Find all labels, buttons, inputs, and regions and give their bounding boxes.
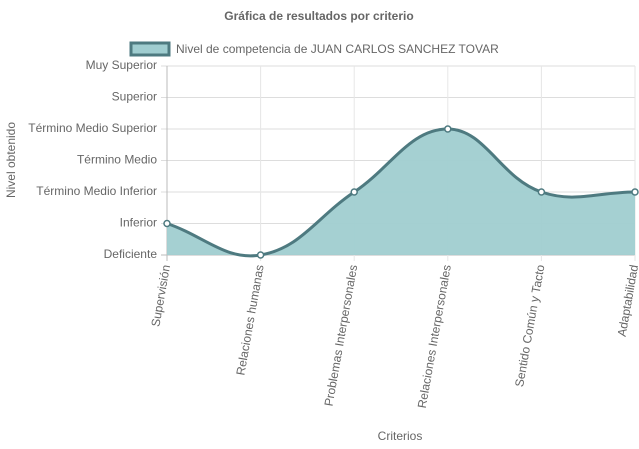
legend-swatch xyxy=(129,41,171,57)
y-tick-label: Término Medio Inferior xyxy=(36,184,157,198)
area xyxy=(167,129,635,256)
x-tick-label: Relaciones humanas xyxy=(233,264,266,377)
y-axis-title: Nivel obtenido xyxy=(4,122,18,198)
y-tick-label: Muy Superior xyxy=(86,58,157,72)
chart-title: Gráfica de resultados por criterio xyxy=(224,9,413,23)
x-tick-label: Relaciones Interpersonales xyxy=(415,264,454,410)
point xyxy=(444,125,452,133)
x-axis-title: Criterios xyxy=(378,429,423,443)
x-tick-label: Sentido Común y Tacto xyxy=(512,263,547,388)
x-tick-label: Problemas Interpersonales xyxy=(322,264,361,408)
x-tick-label: Supervisión xyxy=(148,264,173,328)
x-tick-label: Adaptabilidad xyxy=(615,264,639,338)
y-tick-label: Término Medio xyxy=(77,153,157,167)
legend-label: Nivel de competencia de JUAN CARLOS SANC… xyxy=(176,42,499,56)
y-tick-label: Término Medio Superior xyxy=(28,121,157,135)
y-tick-label: Inferior xyxy=(120,216,157,230)
y-tick-label: Deficiente xyxy=(104,247,158,261)
point xyxy=(163,219,171,228)
point xyxy=(256,251,265,259)
point xyxy=(631,188,639,196)
point xyxy=(350,188,358,196)
y-tick-label: Superior xyxy=(112,90,157,104)
point xyxy=(537,188,546,196)
